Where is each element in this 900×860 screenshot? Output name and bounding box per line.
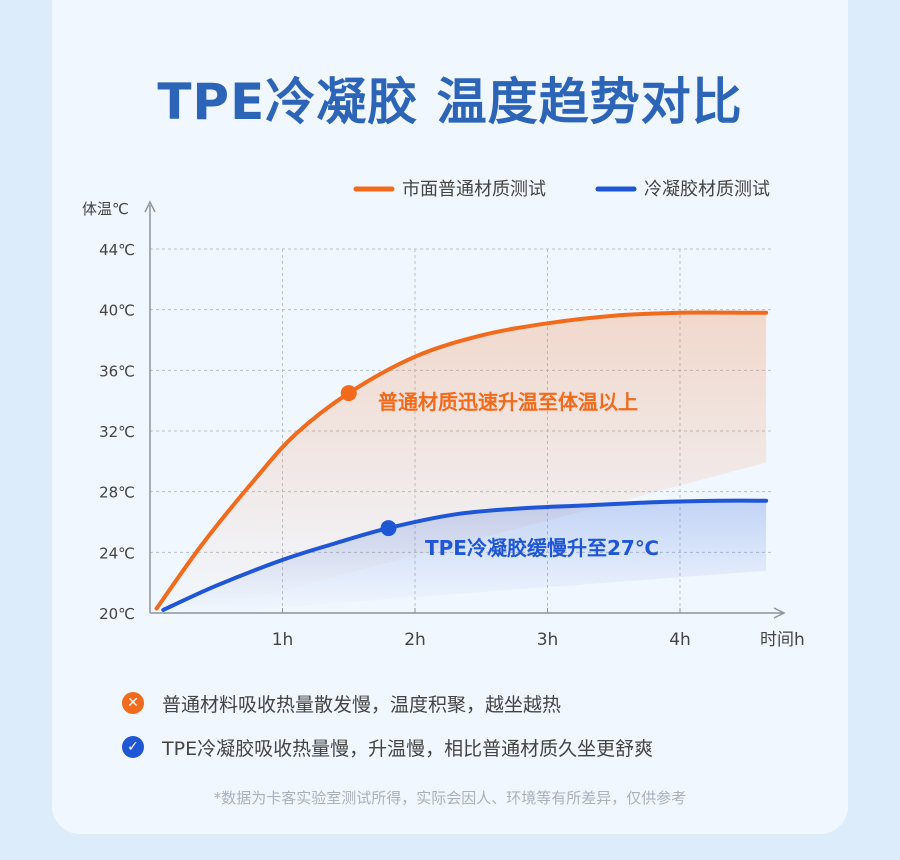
series-marker bbox=[340, 385, 357, 402]
x-tick-label: 4h bbox=[669, 630, 691, 650]
y-tick-label: 44℃ bbox=[99, 241, 135, 259]
legend-label: 冷凝胶材质测试 bbox=[644, 179, 770, 200]
series-marker bbox=[380, 520, 397, 537]
x-tick-label: 1h bbox=[272, 630, 294, 650]
y-tick-label: 40℃ bbox=[99, 302, 135, 320]
check-icon: ✓ bbox=[122, 736, 144, 758]
temperature-chart: 20℃ 24℃ 28℃ 32℃ 36℃ 40℃ 44℃ 1h 2h 3h 4h 体温℃ 时间h 普通材质… bbox=[82, 179, 805, 650]
series-area bbox=[163, 500, 767, 613]
page-title: TPE冷凝胶 温度趋势对比 bbox=[157, 73, 743, 131]
series-area bbox=[156, 312, 767, 613]
legend-label: 市面普通材质测试 bbox=[402, 179, 546, 200]
series-line bbox=[161, 498, 769, 612]
note-tpe: ✓ TPE冷凝胶吸收热量慢，升温慢，相比普通材质久坐更舒爽 bbox=[122, 732, 653, 762]
series-annotation: 普通材质迅速升温至体温以上 bbox=[378, 390, 638, 414]
y-tick-label: 32℃ bbox=[99, 423, 135, 441]
note-text: TPE冷凝胶吸收热量慢，升温慢，相比普通材质久坐更舒爽 bbox=[162, 737, 654, 760]
cross-icon: ✕ bbox=[122, 692, 144, 714]
x-tick-label: 3h bbox=[537, 630, 559, 650]
y-tick-label: 36℃ bbox=[99, 362, 135, 380]
y-tick-label: 24℃ bbox=[99, 544, 135, 562]
footnote: *数据为卡客实验室测试所得，实际会因人、环境等有所差异，仅供参考 bbox=[213, 789, 687, 807]
series-annotation: TPE冷凝胶缓慢升至27℃ bbox=[425, 536, 659, 560]
x-tick-label: 2h bbox=[404, 630, 426, 650]
y-axis-arrow bbox=[144, 200, 156, 213]
series-line bbox=[154, 310, 769, 611]
note-text: 普通材料吸收热量散发慢，温度积聚，越坐越热 bbox=[162, 693, 562, 716]
note-ordinary: ✕ 普通材料吸收热量散发慢，温度积聚，越坐越热 bbox=[122, 688, 653, 718]
x-axis-label: 时间h bbox=[760, 630, 805, 650]
y-tick-label: 28℃ bbox=[99, 484, 135, 502]
x-axis-arrow bbox=[773, 607, 786, 619]
y-axis-label: 体温℃ bbox=[82, 200, 129, 218]
notes-list: ✕ 普通材料吸收热量散发慢，温度积聚，越坐越热 ✓ TPE冷凝胶吸收热量慢，升温… bbox=[122, 688, 653, 776]
y-tick-label: 20℃ bbox=[99, 605, 135, 623]
